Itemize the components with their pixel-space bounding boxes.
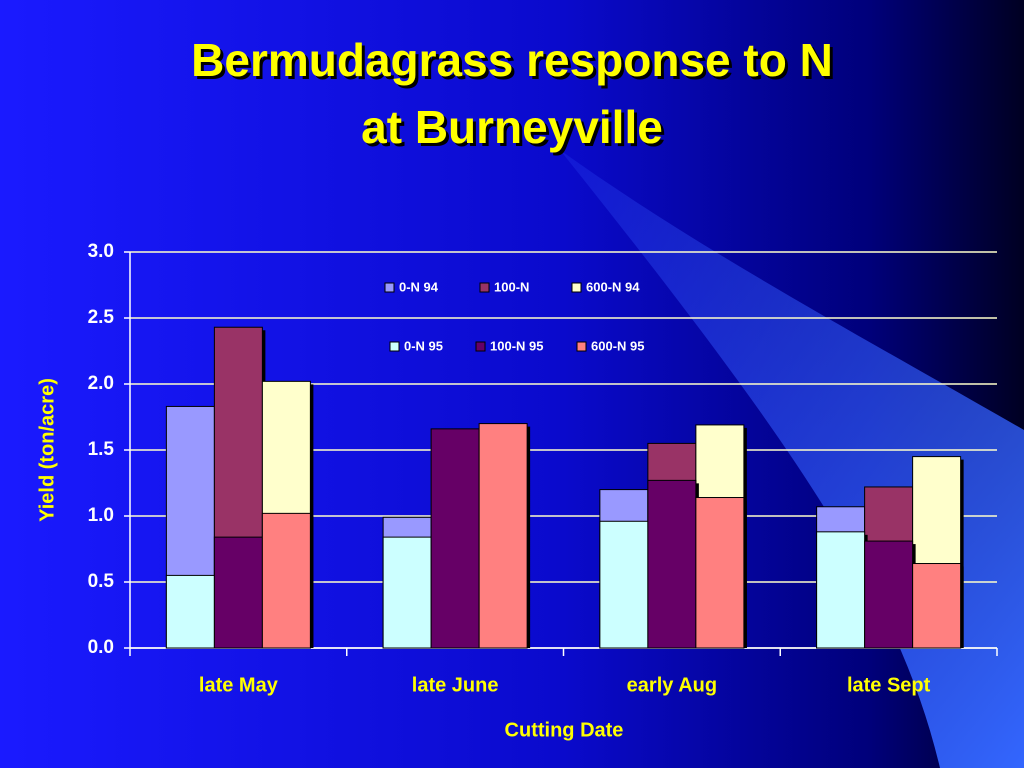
y-tick-label: 1.0 xyxy=(88,505,114,526)
bar xyxy=(816,531,866,649)
legend-label: 0-N 95 xyxy=(404,338,443,353)
y-tick-label: 0.5 xyxy=(88,571,115,592)
legend-swatch xyxy=(576,341,587,352)
y-tick-label: 3.0 xyxy=(88,241,114,262)
legend-swatch xyxy=(389,341,400,352)
bar xyxy=(695,497,745,649)
title-shadow: Bermudagrass response to N xyxy=(194,37,836,89)
bar xyxy=(165,574,215,649)
bar xyxy=(382,536,432,649)
legend-label: 0-N 94 xyxy=(399,279,439,294)
legend-label: 600-N 94 xyxy=(586,279,640,294)
bar xyxy=(213,536,263,649)
y-tick-label: 1.5 xyxy=(88,439,115,460)
y-tick-label: 2.0 xyxy=(88,373,114,394)
x-tick-label: late June xyxy=(412,674,499,696)
x-tick-label: early Aug xyxy=(627,674,717,696)
legend-swatch xyxy=(384,282,395,293)
y-tick-label: 2.5 xyxy=(88,307,115,328)
legend-label: 600-N 95 xyxy=(591,338,644,353)
legend-label: 100-N xyxy=(494,279,529,294)
subtitle-shadow: at Burneyville xyxy=(364,104,666,156)
legend-swatch xyxy=(571,282,582,293)
bar xyxy=(261,512,311,649)
legend-swatch xyxy=(475,341,486,352)
title-group: Bermudagrass response to N Bermudagrass … xyxy=(191,34,836,156)
bar xyxy=(912,563,962,649)
chart-title: Bermudagrass response to N xyxy=(191,34,833,86)
bar xyxy=(864,540,914,649)
bar xyxy=(647,479,697,649)
bar xyxy=(599,520,649,649)
x-axis-label: Cutting Date xyxy=(505,719,624,741)
legend-label: 100-N 95 xyxy=(490,338,543,353)
x-tick-label: late May xyxy=(199,674,279,696)
bar xyxy=(430,428,480,649)
y-tick-label: 0.0 xyxy=(88,637,114,658)
y-axis-label: Yield (ton/acre) xyxy=(36,378,58,522)
chart-subtitle: at Burneyville xyxy=(361,101,663,153)
x-tick-label: late Sept xyxy=(847,674,931,696)
legend-swatch xyxy=(479,282,490,293)
bar xyxy=(478,423,528,649)
